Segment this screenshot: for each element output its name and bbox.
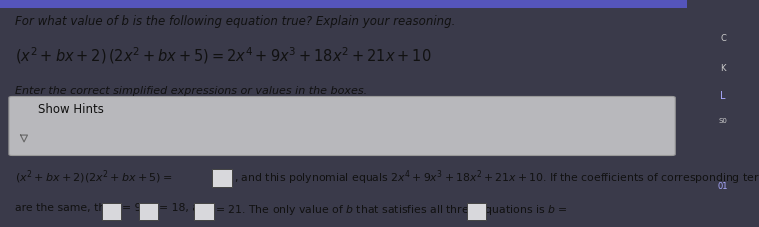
Bar <box>0 0 687 8</box>
Text: S0: S0 <box>719 118 727 124</box>
Text: L: L <box>720 91 726 101</box>
Bar <box>467 203 487 220</box>
Text: $(x^2 + bx + 2)\,(2x^2 + bx + 5) = 2x^4 + 9x^3 + 18x^2 + 21x + 10$: $(x^2 + bx + 2)\,(2x^2 + bx + 5) = 2x^4 … <box>15 45 432 66</box>
Text: are the same, then: are the same, then <box>15 203 119 213</box>
Text: , and this polynomial equals $2x^4 + 9x^3 + 18x^2 + 21x + 10$. If the coefficien: , and this polynomial equals $2x^4 + 9x^… <box>235 168 759 187</box>
Text: K: K <box>720 64 726 73</box>
Text: For what value of b is the following equation true? Explain your reasoning.: For what value of b is the following equ… <box>15 15 455 28</box>
Text: = 21. The only value of $b$ that satisfies all three equations is $b$ =: = 21. The only value of $b$ that satisfi… <box>215 203 568 217</box>
Text: .: . <box>488 203 492 213</box>
FancyBboxPatch shape <box>9 96 676 155</box>
Text: $(x^2 + bx + 2)(2x^2 + bx + 5) =$: $(x^2 + bx + 2)(2x^2 + bx + 5) =$ <box>15 168 172 186</box>
Bar <box>194 203 213 220</box>
Text: Show Hints: Show Hints <box>38 103 104 116</box>
Text: = 18, and: = 18, and <box>159 203 213 213</box>
Text: C: C <box>720 34 726 43</box>
Bar <box>212 169 232 187</box>
Bar <box>139 203 158 220</box>
Text: 01: 01 <box>718 182 728 191</box>
Text: Enter the correct simplified expressions or values in the boxes.: Enter the correct simplified expressions… <box>15 86 367 96</box>
Bar <box>102 203 121 220</box>
Text: = 9,: = 9, <box>122 203 145 213</box>
